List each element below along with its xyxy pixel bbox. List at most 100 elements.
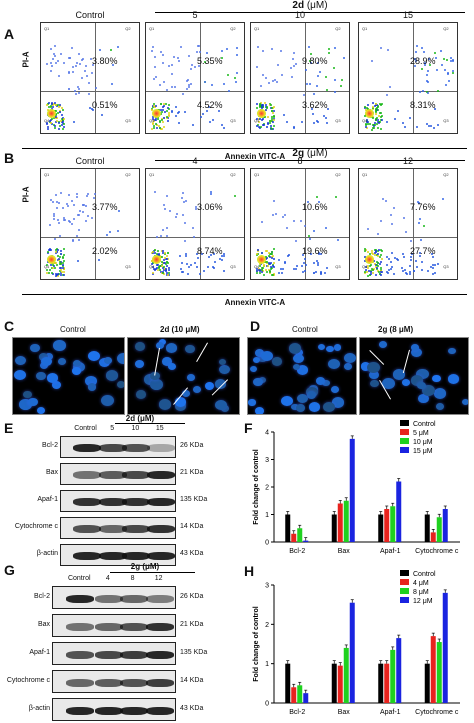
flow-density-hotspot [364, 254, 374, 264]
cell-nucleus [296, 394, 308, 404]
protein-band [146, 552, 175, 560]
flow-event-dot [261, 103, 264, 106]
flow-event-dot [405, 272, 408, 275]
blot-protein-label: Bcl-2 [42, 442, 58, 449]
cell-nucleus [434, 388, 447, 399]
flow-event-dot [58, 110, 61, 113]
flow-event-dot [273, 119, 276, 122]
flow-event-dot [257, 252, 260, 255]
flow-event-dot [165, 88, 168, 91]
quadrant-label: Q1 [148, 172, 155, 178]
cell-nucleus [158, 399, 172, 410]
flow-event-dot [263, 263, 266, 266]
cell-nucleus [292, 353, 304, 364]
flow-event-dot [420, 68, 423, 71]
flow-event-dot [61, 266, 64, 269]
flow-event-dot [263, 273, 266, 276]
flow-event-dot [223, 255, 226, 258]
category-label: Bax [338, 548, 351, 555]
flow-event-dot [377, 105, 380, 108]
flow-event-dot [57, 221, 60, 224]
flow-event-dot [62, 117, 65, 120]
flow-event-dot [151, 251, 154, 254]
category-label: Cytochrome c [415, 548, 459, 555]
flow-event-dot [159, 84, 162, 87]
panel-letter-c: C [4, 318, 15, 334]
flow-event-dot [167, 267, 170, 270]
cell-nucleus [46, 372, 59, 383]
flow-event-dot [177, 111, 180, 114]
flow-event-dot [381, 257, 384, 260]
flow-event-dot [302, 271, 305, 274]
cell-nucleus [214, 378, 227, 389]
blot-strip [52, 642, 176, 665]
flow-event-dot [152, 105, 155, 108]
flow-event-dot [219, 258, 222, 261]
flow-event-dot [380, 260, 383, 263]
flow-event-dot [424, 61, 427, 64]
flow-event-dot [46, 62, 49, 65]
cell-nucleus [104, 356, 113, 364]
cell-nucleus [58, 358, 67, 366]
flow-event-dot [337, 238, 340, 241]
flow-event-dot [156, 117, 159, 120]
flow-event-dot [365, 270, 368, 273]
flow-event-dot [68, 70, 71, 73]
flow-event-dot [410, 255, 413, 258]
flow-event-dot [426, 90, 429, 93]
flow-event-dot [259, 103, 262, 106]
flow-event-dot [180, 46, 183, 49]
flow-event-dot [56, 254, 59, 257]
flow-event-dot [295, 240, 298, 243]
apoptosis-arrow [402, 349, 410, 374]
panel-letter-d: D [250, 318, 261, 334]
flow-event-dot [269, 124, 272, 127]
flow-event-dot [166, 271, 169, 274]
quadrant-label: Q4 [361, 117, 368, 123]
flow-event-dot [334, 195, 337, 198]
cell-nucleus [187, 374, 195, 381]
early-apoptosis-percent: 2.02% [91, 246, 118, 256]
flow-cytometry-plot: Q1 Q2 Q4 Q3 5.35% 4.52% [145, 22, 245, 134]
cell-nucleus [23, 390, 32, 398]
flow-event-dot [50, 272, 53, 275]
legend-swatch [400, 570, 409, 576]
cell-nucleus [271, 357, 283, 367]
flow-event-dot [161, 250, 164, 253]
micrograph-d-2g [359, 337, 469, 415]
flow-event-dot [284, 262, 287, 265]
flow-event-dot [431, 264, 434, 267]
flow-event-dot [273, 261, 276, 264]
cell-nucleus [19, 399, 32, 410]
flow-event-dot [389, 213, 392, 216]
protein-band [72, 498, 101, 506]
flow-event-dot [163, 203, 166, 206]
flow-event-dot [290, 76, 293, 79]
flow-event-dot [53, 127, 56, 130]
cell-nucleus [331, 386, 340, 393]
cell-nucleus [295, 349, 304, 357]
flow-event-dot [416, 125, 419, 128]
flow-event-dot [451, 70, 454, 73]
flow-event-dot [269, 103, 272, 106]
flow-event-dot [46, 269, 49, 272]
flow-event-dot [55, 105, 58, 108]
cell-nucleus [370, 379, 379, 388]
flow-event-dot [159, 268, 162, 271]
bar [285, 514, 291, 542]
flow-event-dot [280, 268, 283, 271]
flow-event-dot [193, 66, 196, 69]
protein-band [145, 594, 174, 603]
flow-event-dot [409, 259, 412, 262]
flow-event-dot [57, 201, 60, 204]
flow-event-dot [84, 69, 87, 72]
flow-event-dot [90, 108, 93, 111]
flow-event-dot [432, 256, 435, 259]
flow-event-dot [451, 59, 454, 62]
flow-event-dot [176, 112, 179, 115]
blot-protein-label: Apaf-1 [37, 496, 58, 503]
flow-event-dot [159, 121, 162, 124]
flow-event-dot [281, 215, 284, 218]
flow-event-dot [168, 114, 171, 117]
quadrant-label: Q3 [443, 117, 449, 123]
